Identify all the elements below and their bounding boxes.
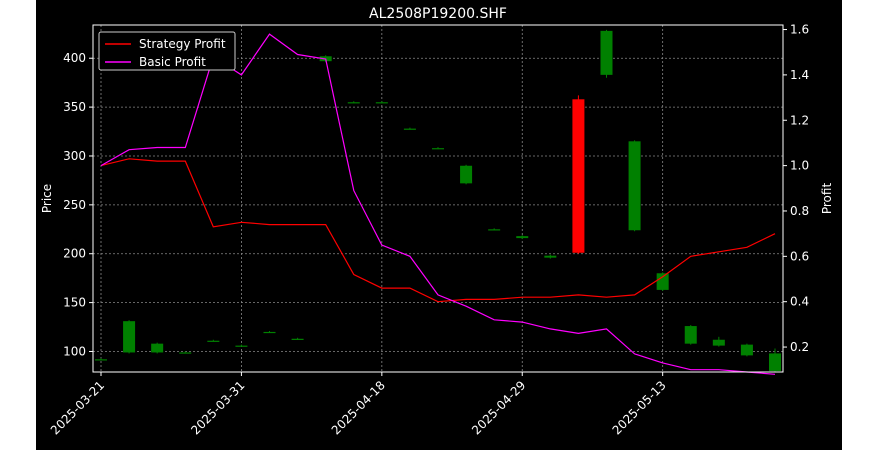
- candle-body: [656, 273, 669, 290]
- y-right-tick-label: 1.4: [790, 68, 809, 82]
- candle-body: [572, 99, 585, 253]
- chart-title: AL2508P19200.SHF: [369, 6, 507, 22]
- y-right-tick-label: 0.6: [790, 249, 809, 263]
- candle-body: [123, 321, 136, 353]
- y-right-tick-label: 1.6: [790, 23, 809, 37]
- candle-body: [544, 255, 557, 258]
- candle-body: [95, 359, 107, 361]
- candle-body: [460, 165, 473, 184]
- y-left-tick-label: 100: [63, 344, 86, 358]
- y-right-axis-label: Profit: [820, 183, 834, 215]
- legend-label: Basic Profit: [139, 55, 206, 69]
- y-left-tick-label: 150: [63, 296, 86, 310]
- y-right-tick-label: 0.8: [790, 204, 809, 218]
- candle-body: [600, 30, 613, 75]
- chart-figure: AL2508P19200.SHF 100 150 200 250 300 350 400 0.2…: [36, 0, 842, 450]
- y-left-tick-label: 200: [63, 247, 86, 261]
- y-left-tick-label: 350: [63, 100, 86, 114]
- candle-body: [235, 345, 248, 347]
- y-left-tick-label: 300: [63, 149, 86, 163]
- x-tick-label: 2025-04-29: [469, 378, 528, 437]
- candle-body: [151, 343, 164, 353]
- x-tick-label: 2025-03-21: [48, 378, 107, 437]
- candle-body: [179, 352, 192, 354]
- x-tick-label: 2025-03-31: [188, 378, 247, 437]
- legend-box: [98, 31, 236, 71]
- basic-profit-line: [100, 33, 776, 375]
- candle-body: [769, 353, 781, 372]
- candle-body: [403, 128, 416, 130]
- candle-body: [347, 102, 360, 104]
- candle-body: [684, 326, 697, 344]
- x-tick-label: 2025-05-13: [610, 378, 669, 437]
- candle-body: [516, 236, 529, 239]
- candle-body: [263, 331, 276, 334]
- chart-svg: AL2508P19200.SHF 100 150 200 250 300 350 400 0.2…: [40, 6, 834, 437]
- x-tick-label: 2025-04-18: [329, 378, 388, 437]
- y-right-tick-label: 0.4: [790, 295, 809, 309]
- y-right-tick-label: 1.0: [790, 159, 809, 173]
- candle-body: [628, 141, 641, 231]
- strategy-profit-line: [100, 158, 776, 303]
- y-right-tick-label: 0.2: [790, 340, 809, 354]
- y-left-tick-label: 250: [63, 198, 86, 212]
- candle-body: [291, 338, 304, 340]
- candle-body: [375, 102, 388, 104]
- y-right-tick-label: 1.2: [790, 113, 809, 127]
- plot-frame: [92, 24, 784, 373]
- candle-body: [488, 229, 501, 231]
- y-left-tick-label: 400: [63, 51, 86, 65]
- legend-label: Strategy Profit: [139, 37, 226, 51]
- candle-body: [207, 340, 220, 342]
- candle-body: [712, 339, 725, 346]
- candle-body: [740, 344, 753, 356]
- candle-body: [432, 148, 444, 150]
- y-left-axis-label: Price: [40, 184, 54, 213]
